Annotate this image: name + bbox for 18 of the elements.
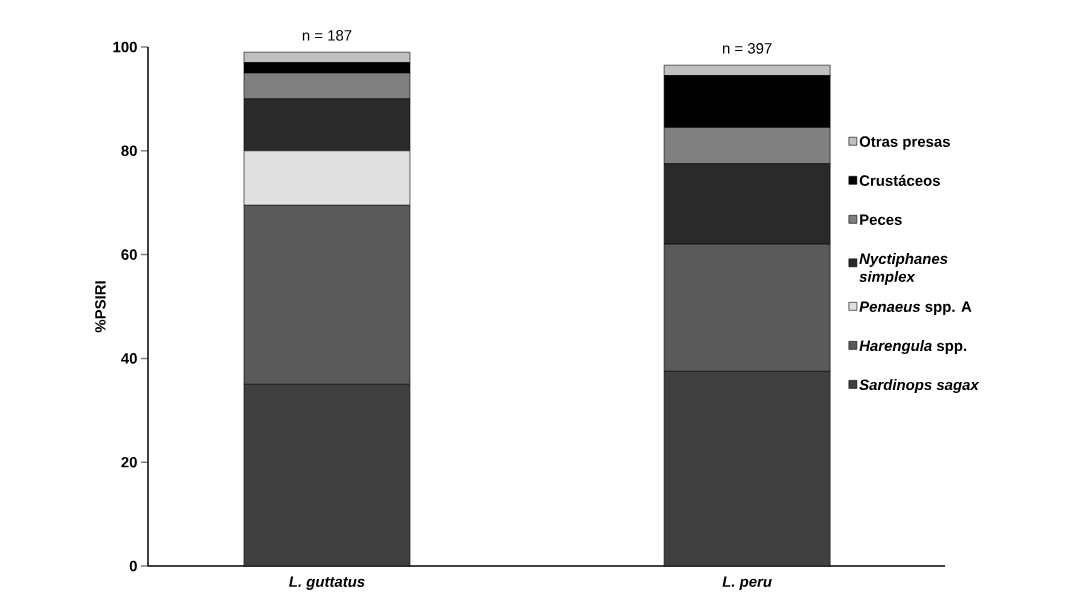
y-tick-label: 100 [113, 41, 137, 53]
legend-label: Harengula spp. [859, 340, 967, 354]
y-tick-label: 80 [121, 145, 137, 157]
x-tick-label: L. guttatus [289, 576, 365, 590]
legend-label: Nyctiphanes simplex [859, 253, 948, 285]
legend-label: Sardinops sagax [859, 379, 980, 394]
legend-label: Crustáceos [859, 174, 940, 186]
y-tick-label: 40 [121, 353, 137, 364]
y-tick-label: 20 [121, 456, 137, 468]
annotation: n = 397 [722, 43, 772, 54]
legend-label: Penaeus spp. A [859, 301, 972, 315]
legend-label: Peces [860, 214, 902, 225]
y-axis-title: %PSIRI [95, 281, 106, 333]
text: n = 187 [302, 30, 352, 41]
legend-label: Otras presas [859, 136, 950, 150]
y-tick-label: 60 [121, 249, 137, 260]
y-tick-label: 0 [129, 560, 137, 572]
x-tick-label: L. peru [722, 576, 772, 590]
